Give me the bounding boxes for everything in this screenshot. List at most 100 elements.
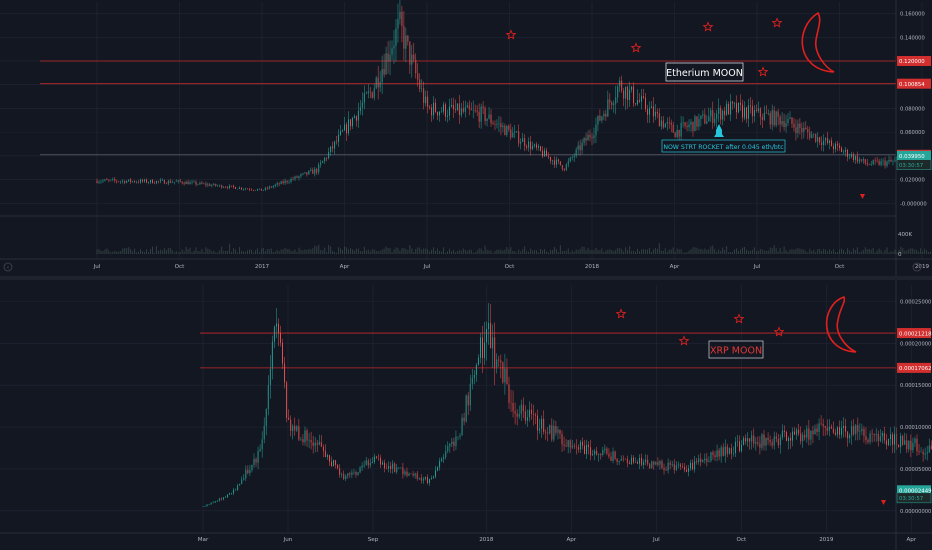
x-tick-label: Oct: [175, 264, 185, 270]
volume-bar: [589, 249, 591, 254]
candle-up: [757, 108, 759, 111]
candle-down: [474, 110, 476, 111]
candle-up: [882, 160, 884, 162]
candle-down: [179, 180, 181, 182]
volume-bar: [124, 248, 126, 254]
volume-bar: [371, 249, 373, 254]
candle-up: [688, 468, 689, 472]
candle-down: [830, 426, 832, 429]
candle-down: [502, 362, 504, 383]
candle-down: [800, 433, 802, 442]
xrp-time-axis[interactable]: MarJunSep2018AprJulOct2019AprJulOct2020A…: [198, 537, 932, 543]
candle-up: [648, 108, 650, 115]
rocket-callout-text: NOW STRT ROCKET after 0.045 eth/btc: [663, 144, 784, 151]
y-tick-label: 0.00015000: [900, 383, 931, 389]
candle-down: [763, 434, 765, 446]
scroll-left-icon[interactable]: ‹: [3, 262, 13, 272]
candle-up: [755, 442, 757, 444]
candle-up: [222, 497, 224, 500]
volume-bar: [736, 248, 737, 254]
candle-down: [728, 103, 730, 115]
candle-down: [516, 413, 518, 417]
candle-down: [540, 146, 541, 151]
price-tag-box: [897, 328, 931, 339]
eth-moon-text: Etherium MOON: [666, 68, 743, 79]
candle-up: [363, 93, 365, 103]
candle-down: [106, 179, 108, 181]
candle-down: [290, 419, 292, 431]
volume-bar: [563, 250, 565, 254]
candle-down: [547, 432, 549, 434]
candle-down: [662, 120, 664, 128]
candle-down: [526, 146, 528, 148]
star-icon: [630, 42, 642, 53]
candle-up: [655, 462, 657, 465]
candle-down: [401, 11, 403, 27]
volume-bar: [468, 249, 470, 254]
candle-up: [296, 426, 298, 431]
xrp-price-axis[interactable]: 0.00025000 0.00020000 0.00015000 0.00010000…: [900, 299, 931, 514]
scroll-right-icon[interactable]: ›: [912, 262, 922, 272]
candle-down: [296, 176, 298, 178]
xrp-chart-pane[interactable]: [0, 285, 932, 533]
candle-down: [670, 122, 672, 125]
volume-bar: [247, 250, 248, 254]
candle-down: [468, 105, 470, 110]
candle-up: [395, 28, 397, 46]
volume-bar: [544, 249, 545, 254]
candle-down: [134, 181, 136, 183]
volume-bar: [403, 247, 405, 254]
candle-down: [922, 451, 924, 455]
candle-down: [883, 433, 885, 441]
candle-up: [261, 439, 263, 450]
candle-down: [431, 107, 433, 116]
candle-down: [407, 35, 409, 42]
candle-down: [755, 110, 757, 111]
volume-bar: [338, 247, 340, 254]
volume-bar: [167, 247, 169, 254]
candle-up: [631, 86, 633, 90]
pane-divider[interactable]: [0, 276, 932, 280]
candle-up: [806, 428, 808, 438]
candle-up: [714, 118, 716, 123]
candle-down: [749, 438, 751, 442]
candle-up: [217, 185, 219, 187]
volume-bar: [631, 251, 633, 254]
volume-bar: [930, 251, 932, 254]
eth-price-axis[interactable]: 0.1600000.1400000.1200000.1000000.080000…: [900, 12, 927, 208]
candle-up: [498, 123, 500, 125]
candle-up: [607, 99, 609, 117]
candle-up: [359, 107, 361, 111]
candle-up: [185, 181, 187, 185]
arrow-down-icon: [881, 500, 886, 505]
x-tick-label: Jul: [423, 264, 431, 270]
volume-bar: [528, 251, 530, 254]
arrow-down-icon: [860, 194, 865, 199]
candle-down: [390, 465, 392, 469]
volume-bar: [862, 249, 864, 254]
candle-down: [454, 109, 456, 111]
xrp-grid: [0, 285, 912, 533]
candle-up: [256, 189, 258, 191]
candle-up: [262, 189, 264, 191]
volume-bar: [524, 246, 526, 254]
volume-bar: [807, 252, 809, 254]
candle-down: [704, 114, 706, 124]
candle-down: [118, 181, 120, 183]
candle-down: [821, 142, 823, 146]
volume-bar: [734, 249, 736, 254]
volume-bar: [819, 248, 821, 254]
candle-up: [534, 144, 536, 146]
eth-time-axis[interactable]: JulOct2017AprJulOct2018AprJulOct2019AprJ…: [93, 264, 932, 270]
volume-bar: [779, 247, 781, 254]
candle-down: [490, 114, 492, 124]
volume-bar: [496, 249, 498, 254]
candle-down: [555, 426, 557, 433]
volume-bar: [839, 249, 840, 254]
volume-bar: [922, 251, 924, 254]
candle-down: [546, 150, 547, 157]
candle-up: [702, 460, 704, 463]
volume-bar: [763, 250, 765, 254]
candle-up: [333, 460, 334, 466]
candle-up: [379, 82, 381, 88]
